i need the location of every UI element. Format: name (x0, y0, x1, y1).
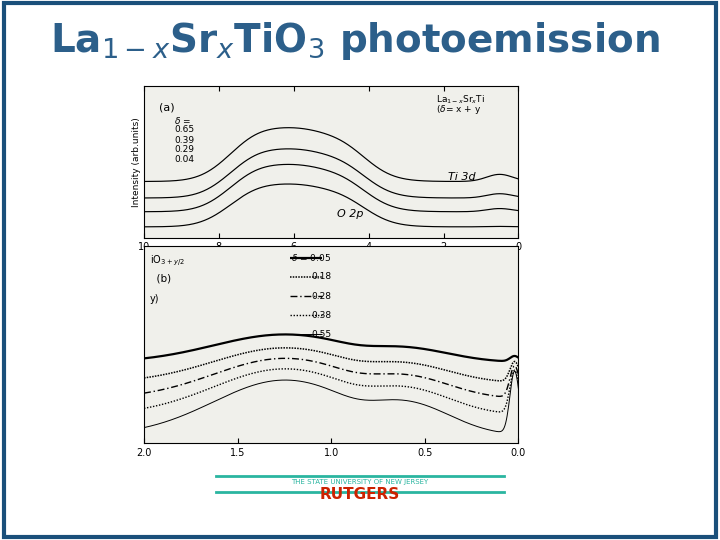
Text: 0.18: 0.18 (311, 272, 331, 281)
Text: $\delta$ =: $\delta$ = (174, 115, 191, 126)
Text: 0.55: 0.55 (311, 330, 331, 339)
Text: y): y) (150, 294, 159, 304)
Text: La$_{1-x}$Sr$_x$TiO$_3$ photoemission: La$_{1-x}$Sr$_x$TiO$_3$ photoemission (50, 19, 660, 62)
Text: 0.28: 0.28 (311, 292, 331, 301)
Text: RUTGERS: RUTGERS (320, 487, 400, 502)
Text: (b): (b) (150, 274, 171, 284)
Text: O 2p: O 2p (337, 209, 363, 219)
Text: 0.65: 0.65 (174, 125, 194, 134)
Text: $\delta$ = 0.05: $\delta$ = 0.05 (291, 252, 331, 263)
Text: 0.04: 0.04 (174, 155, 194, 164)
Text: (a): (a) (159, 103, 175, 113)
Y-axis label: Intensity (arb.units): Intensity (arb.units) (132, 117, 141, 207)
Text: iO$_{3+y/2}$: iO$_{3+y/2}$ (150, 253, 184, 267)
Text: La$_{1-x}$Sr$_x$Ti: La$_{1-x}$Sr$_x$Ti (436, 93, 485, 106)
Text: 0.29: 0.29 (174, 145, 194, 154)
Text: ($\delta$= x + y: ($\delta$= x + y (436, 103, 481, 116)
Text: 0.39: 0.39 (174, 136, 194, 145)
Text: THE STATE UNIVERSITY OF NEW JERSEY: THE STATE UNIVERSITY OF NEW JERSEY (292, 479, 428, 485)
Text: 0.38: 0.38 (311, 311, 331, 320)
Text: Ti 3d: Ti 3d (449, 172, 476, 182)
